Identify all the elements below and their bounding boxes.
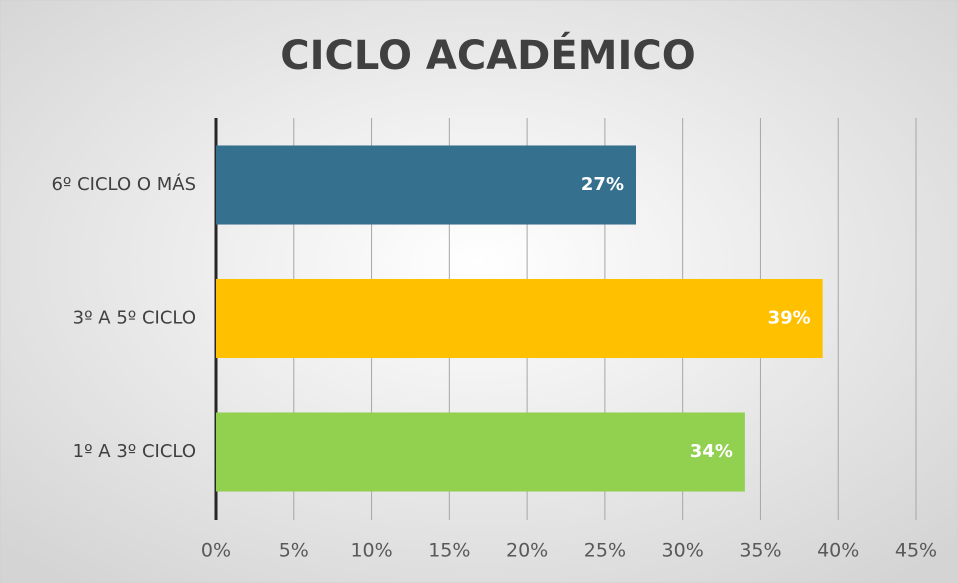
x-tick-label: 10% — [350, 540, 392, 562]
x-tick-label: 35% — [739, 540, 781, 562]
y-tick-label: 1º A 3º CICLO — [73, 441, 196, 462]
value-label: 34% — [690, 441, 733, 462]
x-tick-label: 40% — [817, 540, 859, 562]
value-label: 27% — [581, 174, 624, 195]
bar — [216, 412, 745, 492]
x-tick-label: 30% — [662, 540, 704, 562]
value-label: 39% — [768, 308, 811, 329]
x-tick-label: 45% — [895, 540, 937, 562]
bar — [216, 145, 636, 225]
x-tick-label: 20% — [506, 540, 548, 562]
chart-title: CICLO ACADÉMICO — [280, 31, 695, 79]
x-tick-label: 5% — [279, 540, 309, 562]
x-tick-label: 0% — [201, 540, 231, 562]
bar — [216, 278, 823, 359]
y-tick-label: 3º A 5º CICLO — [73, 308, 196, 329]
y-tick-label: 6º CICLO O MÁS — [51, 173, 196, 195]
x-tick-label: 15% — [428, 540, 470, 562]
x-tick-label: 25% — [584, 540, 626, 562]
